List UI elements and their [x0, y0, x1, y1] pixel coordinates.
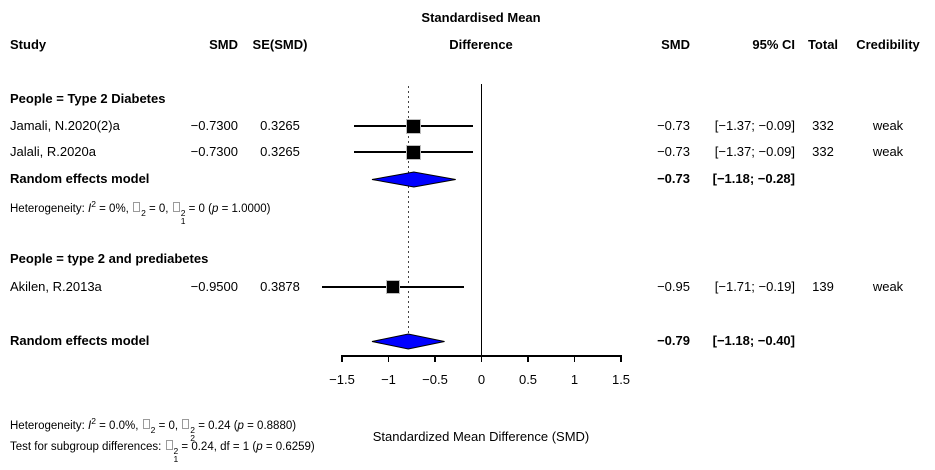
- x-axis-tick-label: −1: [381, 372, 396, 387]
- effect-size-square: [386, 280, 401, 294]
- x-axis-tick: [527, 355, 529, 362]
- missing-glyph-box: 2: [142, 418, 155, 434]
- x-axis-tick: [387, 355, 390, 362]
- study-label: Jamali, N.2020(2)a: [10, 118, 120, 133]
- pooled-effect-diamond: [371, 332, 445, 350]
- column-header-se-smd: SE(SMD): [252, 37, 308, 52]
- smd-estimate-value: −0.95: [657, 279, 690, 294]
- x-axis-tick-label: 0.5: [518, 372, 538, 387]
- ci-value: [−1.18; −0.40]: [712, 333, 795, 348]
- x-axis-tick: [573, 355, 576, 362]
- pooled-row-label: Random effects model: [10, 333, 150, 348]
- column-header-credibility: Credibility: [856, 37, 920, 52]
- smd-input-value: −0.7300: [190, 144, 238, 159]
- smd-estimate-value: −0.73: [657, 171, 690, 186]
- effect-size-square: [406, 144, 422, 160]
- credibility-value: weak: [872, 144, 904, 159]
- credibility-value: weak: [872, 118, 904, 133]
- column-header-total: Total: [807, 37, 839, 52]
- total-value: 332: [812, 118, 834, 133]
- subgroup-title: People = Type 2 Diabetes: [10, 91, 166, 106]
- x-axis-label: Standardized Mean Difference (SMD): [372, 429, 590, 444]
- x-axis-tick-label: −0.5: [422, 372, 448, 387]
- pooled-effect-diamond: [371, 170, 456, 188]
- se-smd-value: 0.3265: [260, 118, 300, 133]
- x-axis-tick-label: 1: [570, 372, 579, 387]
- credibility-value: weak: [872, 279, 904, 294]
- smd-estimate-value: −0.79: [657, 333, 690, 348]
- smd-input-value: −0.9500: [190, 279, 238, 294]
- missing-glyph-box: 2: [132, 201, 146, 217]
- x-axis-tick-label: −1.5: [329, 372, 355, 387]
- column-header-95ci: 95% CI: [752, 37, 795, 52]
- zero-reference-line: [480, 84, 483, 362]
- column-header-smd-right: SMD: [661, 37, 690, 52]
- column-header-study: Study: [10, 37, 47, 52]
- ci-value: [−1.37; −0.09]: [714, 118, 795, 133]
- x-axis-tick: [341, 355, 343, 362]
- plot-title-line2: Difference: [449, 37, 513, 52]
- ci-value: [−1.18; −0.28]: [712, 171, 795, 186]
- dotted-reference-line: [407, 86, 409, 351]
- subgroup-title: People = type 2 and prediabetes: [10, 251, 209, 266]
- x-axis-tick: [480, 355, 483, 362]
- x-axis-tick: [620, 355, 622, 362]
- smd-estimate-value: −0.73: [657, 144, 690, 159]
- total-value: 139: [812, 279, 834, 294]
- x-axis-tick-label: 1.5: [611, 372, 631, 387]
- total-value: 332: [812, 144, 834, 159]
- column-header-smd-left: SMD: [209, 37, 238, 52]
- effect-size-square: [406, 118, 422, 134]
- ci-value: [−1.37; −0.09]: [714, 144, 795, 159]
- study-label: Jalali, R.2020a: [10, 144, 96, 159]
- plot-title-line1: Standardised Mean: [421, 10, 541, 25]
- pooled-row-label: Random effects model: [10, 171, 150, 186]
- smd-input-value: −0.7300: [190, 118, 238, 133]
- smd-estimate-value: −0.73: [657, 118, 690, 133]
- se-smd-value: 0.3265: [260, 144, 300, 159]
- x-axis-tick-label: 0: [477, 372, 486, 387]
- ci-value: [−1.71; −0.19]: [714, 279, 795, 294]
- study-label: Akilen, R.2013a: [10, 279, 102, 294]
- x-axis-tick: [434, 355, 436, 362]
- se-smd-value: 0.3878: [260, 279, 300, 294]
